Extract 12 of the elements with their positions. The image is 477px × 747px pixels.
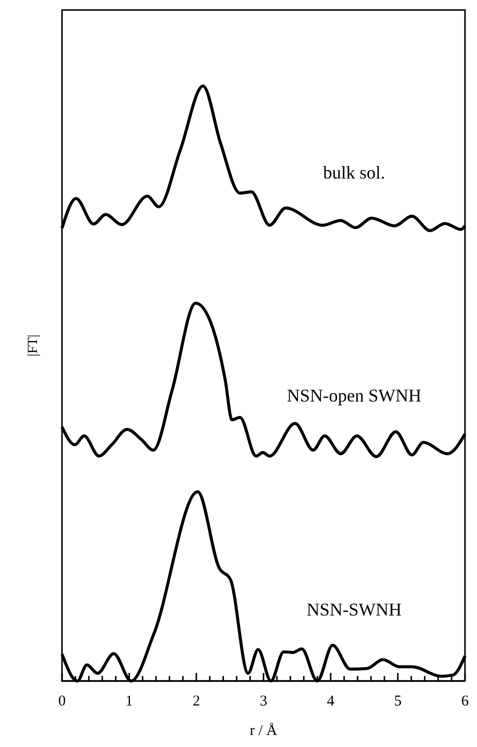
series-label: NSN-open SWNH <box>286 386 422 406</box>
x-tick-label: 1 <box>125 694 133 710</box>
x-tick-label: 5 <box>394 694 402 710</box>
y-axis-title: |FT| <box>26 334 41 356</box>
series-label: NSN-SWNH <box>306 599 402 620</box>
x-tick-label: 3 <box>260 694 268 710</box>
text: bulk sol. <box>323 162 386 182</box>
x-tick-label: 6 <box>461 694 470 710</box>
x-tick-label: 4 <box>326 694 335 710</box>
x-tick-label: 0 <box>58 694 66 710</box>
x-axis-title: r / Å <box>250 722 278 739</box>
x-tick-label: 2 <box>192 694 200 710</box>
